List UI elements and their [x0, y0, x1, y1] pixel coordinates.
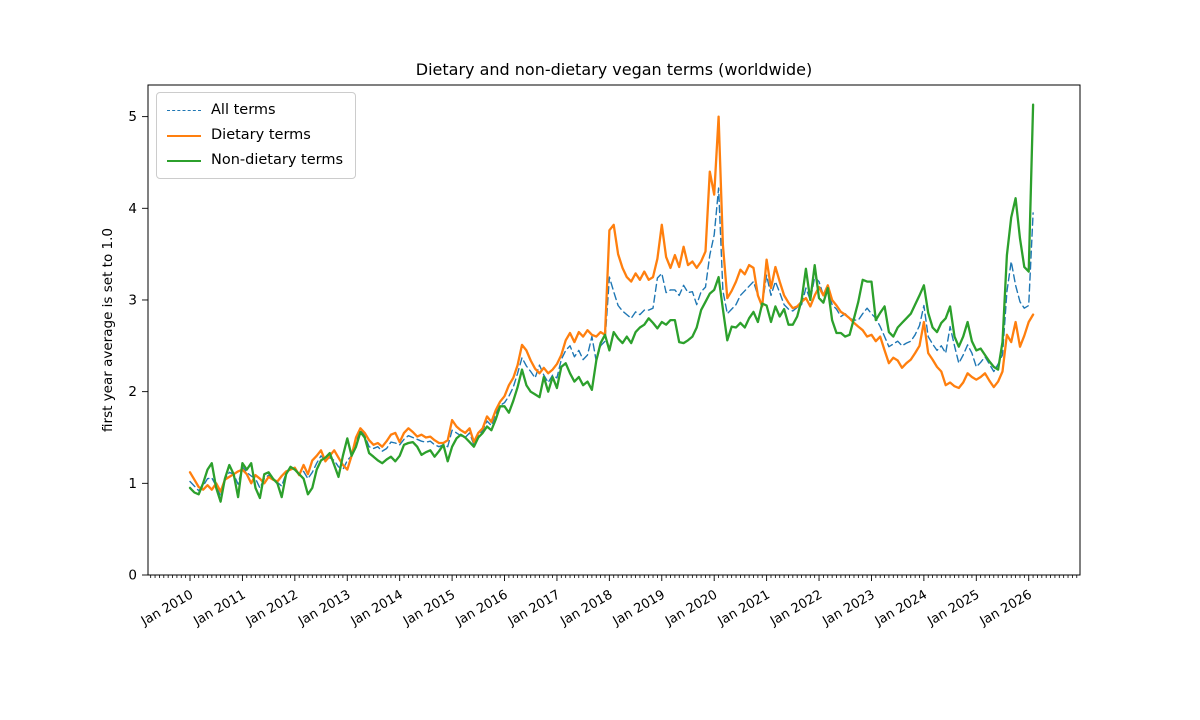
- legend-label: Non-dietary terms: [211, 152, 344, 168]
- x-tick-label: Jan 2013: [295, 587, 353, 629]
- y-tick-label: 3: [128, 292, 137, 308]
- x-tick-label: Jan 2021: [715, 587, 773, 629]
- y-axis-labels: 0 1 2 3 4 5: [128, 109, 148, 584]
- x-tick-label: Jan 2022: [767, 587, 825, 629]
- chart-title: Dietary and non-dietary vegan terms (wor…: [415, 60, 813, 79]
- y-tick-label: 1: [128, 476, 137, 492]
- legend-item-dietary-terms: Dietary terms: [167, 127, 343, 144]
- y-axis-label: first year average is set to 1.0: [100, 228, 116, 432]
- y-tick-label: 0: [128, 568, 137, 584]
- legend-label: All terms: [211, 102, 276, 118]
- x-tick-label: Jan 2010: [138, 587, 196, 629]
- solid-line-icon: [167, 134, 201, 137]
- y-tick-label: 2: [128, 384, 137, 400]
- x-tick-label: Jan 2017: [505, 587, 563, 629]
- legend: All terms Dietary terms Non-dietary term…: [156, 92, 357, 179]
- x-tick-label: Jan 2011: [190, 587, 248, 629]
- x-tick-label: Jan 2019: [610, 587, 668, 629]
- x-tick-label: Jan 2018: [557, 587, 615, 629]
- x-tick-label: Jan 2025: [924, 587, 982, 629]
- x-tick-label: Jan 2015: [400, 587, 458, 629]
- x-tick-label: Jan 2026: [977, 587, 1035, 629]
- legend-item-all-terms: All terms: [167, 102, 343, 119]
- series-line-non-dietary-terms: [188, 103, 1035, 503]
- x-axis-ticks: [150, 575, 1078, 581]
- legend-item-non-dietary-terms: Non-dietary terms: [167, 152, 343, 169]
- x-tick-label: Jan 2016: [453, 587, 511, 629]
- y-tick-label: 4: [128, 201, 137, 217]
- x-tick-label: Jan 2012: [243, 587, 301, 629]
- x-tick-label: Jan 2020: [662, 587, 720, 629]
- solid-line-icon: [167, 159, 201, 162]
- x-tick-label: Jan 2024: [872, 587, 930, 629]
- y-tick-label: 5: [128, 109, 137, 125]
- x-tick-label: Jan 2023: [819, 587, 877, 629]
- dashed-line-icon: [167, 110, 201, 111]
- legend-label: Dietary terms: [211, 127, 311, 143]
- x-tick-label: Jan 2014: [348, 587, 406, 629]
